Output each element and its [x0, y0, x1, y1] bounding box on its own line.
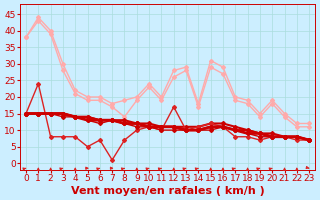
X-axis label: Vent moyen/en rafales ( km/h ): Vent moyen/en rafales ( km/h ) — [71, 186, 264, 196]
